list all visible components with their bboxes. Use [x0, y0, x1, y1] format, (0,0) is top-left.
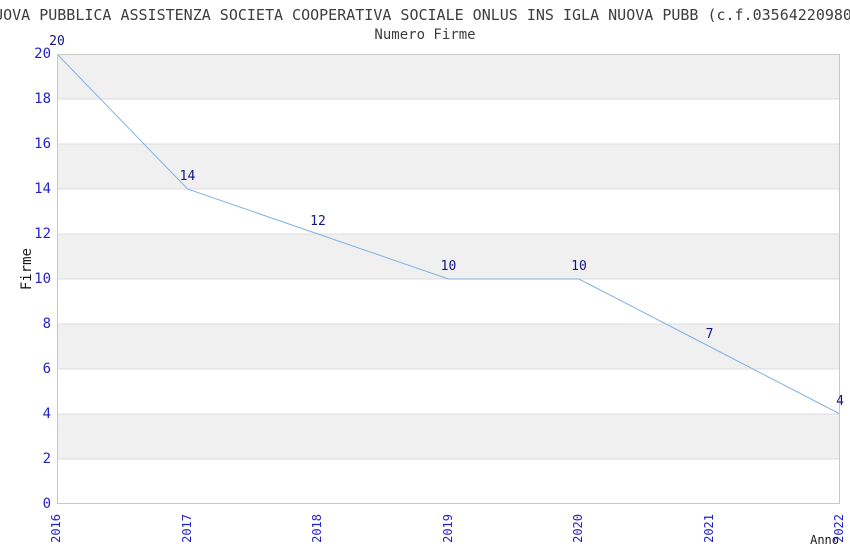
plot-area: 20 14 12 10 10 7 4: [49, 35, 844, 505]
y-axis-label: Firme: [19, 248, 35, 291]
x-tick-label: 2016: [49, 514, 63, 543]
chart-title: NUOVA PUBBLICA ASSISTENZA SOCIETA COOPER…: [0, 6, 850, 24]
plot-canvas: [56, 53, 841, 505]
x-tick-label: 2020: [571, 514, 585, 543]
y-tick-label: 2: [42, 451, 51, 467]
y-tick-label: 10: [34, 271, 51, 287]
x-tick-label: 2019: [440, 514, 455, 543]
y-tick-label: 8: [42, 316, 51, 332]
point-label: 10: [440, 259, 457, 274]
point-label: 4: [836, 394, 844, 409]
point-label: 10: [571, 259, 587, 274]
band-row: [57, 234, 840, 279]
y-tick-label: 14: [34, 181, 51, 197]
y-tick-label: 0: [42, 496, 51, 512]
x-tick-label: 2018: [310, 514, 324, 543]
point-label: 12: [310, 214, 326, 229]
plot-border: [57, 54, 840, 504]
band-row: [57, 144, 840, 189]
y-tick-label: 16: [34, 136, 51, 152]
x-tick-label: 2021: [701, 514, 716, 543]
point-label: 7: [705, 326, 714, 342]
x-axis-label: Anno: [810, 533, 839, 547]
y-tick-label: 6: [42, 361, 51, 377]
point-label: 20: [49, 34, 65, 49]
y-tick-label: 12: [34, 226, 51, 242]
chart-subtitle: Numero Firme: [374, 27, 476, 43]
band-row: [57, 54, 840, 99]
band-row: [57, 414, 840, 459]
y-tick-label: 20: [34, 46, 51, 62]
point-label: 14: [179, 169, 196, 184]
data-line: [56, 53, 841, 415]
y-tick-label: 4: [42, 406, 51, 422]
band-row: [57, 324, 840, 369]
x-tick-label: 2017: [179, 514, 194, 543]
y-tick-label: 18: [34, 91, 51, 107]
